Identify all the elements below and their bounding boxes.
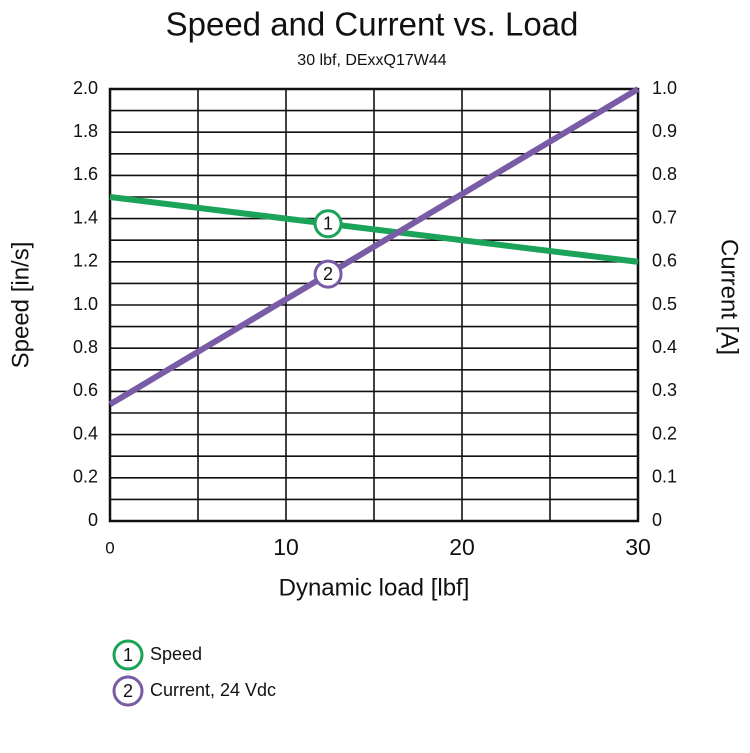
- x-axis-title: Dynamic load [lbf]: [279, 574, 470, 601]
- plot-frame: [108, 87, 640, 523]
- y2-tick-label: 1.0: [652, 78, 677, 98]
- line: [108, 86, 640, 407]
- y-tick-label: 0.6: [73, 380, 98, 400]
- x-tick-label: 0: [105, 538, 114, 557]
- y2-tick-label: 0.3: [652, 380, 677, 400]
- line-marker: [313, 259, 343, 289]
- y-tick-label: 1.6: [73, 164, 98, 184]
- legend-label: Current, 24 Vdc: [150, 680, 276, 700]
- x-tick-label: 30: [625, 534, 651, 560]
- y-tick-label: 1.8: [73, 121, 98, 141]
- y2-tick-label: 0: [652, 510, 662, 530]
- x-tick-label: 20: [449, 534, 475, 560]
- y-tick-label: 2.0: [73, 78, 98, 98]
- y2-tick-label: 0.7: [652, 207, 677, 227]
- line: [109, 194, 639, 265]
- y-tick-label: 1.0: [73, 294, 98, 314]
- y-tick-label: 0.8: [73, 337, 98, 357]
- y2-tick-label: 0.8: [652, 164, 677, 184]
- y-tick-label: 1.2: [73, 251, 98, 271]
- y-tick-label: 1.4: [73, 207, 98, 227]
- line-marker-label: 1: [323, 214, 333, 234]
- legend-label: Speed: [150, 644, 202, 664]
- y-tick-label: 0.4: [73, 423, 98, 443]
- legend-marker-label: 2: [123, 681, 133, 701]
- legend-marker-label: 1: [123, 645, 133, 665]
- y2-tick-label: 0.6: [652, 251, 677, 271]
- y-tick-label: 0.2: [73, 467, 98, 487]
- y2-axis-title: Current [A]: [716, 239, 743, 355]
- legend-marker: [112, 675, 144, 707]
- chart-title: Speed and Current vs. Load: [166, 6, 579, 43]
- y2-tick-label: 0.5: [652, 294, 677, 314]
- y2-tick-label: 0.2: [652, 423, 677, 443]
- line-marker-label: 2: [323, 264, 333, 284]
- y-axis-title: Speed [in/s]: [7, 242, 34, 369]
- x-tick-label: 10: [273, 534, 299, 560]
- line-marker: [313, 209, 343, 239]
- y2-tick-label: 0.1: [652, 467, 677, 487]
- y-tick-label: 0: [88, 510, 98, 530]
- legend-marker: [112, 639, 144, 671]
- chart-subtitle: 30 lbf, DExxQ17W44: [297, 52, 447, 69]
- y2-tick-label: 0.9: [652, 121, 677, 141]
- y2-tick-label: 0.4: [652, 337, 677, 357]
